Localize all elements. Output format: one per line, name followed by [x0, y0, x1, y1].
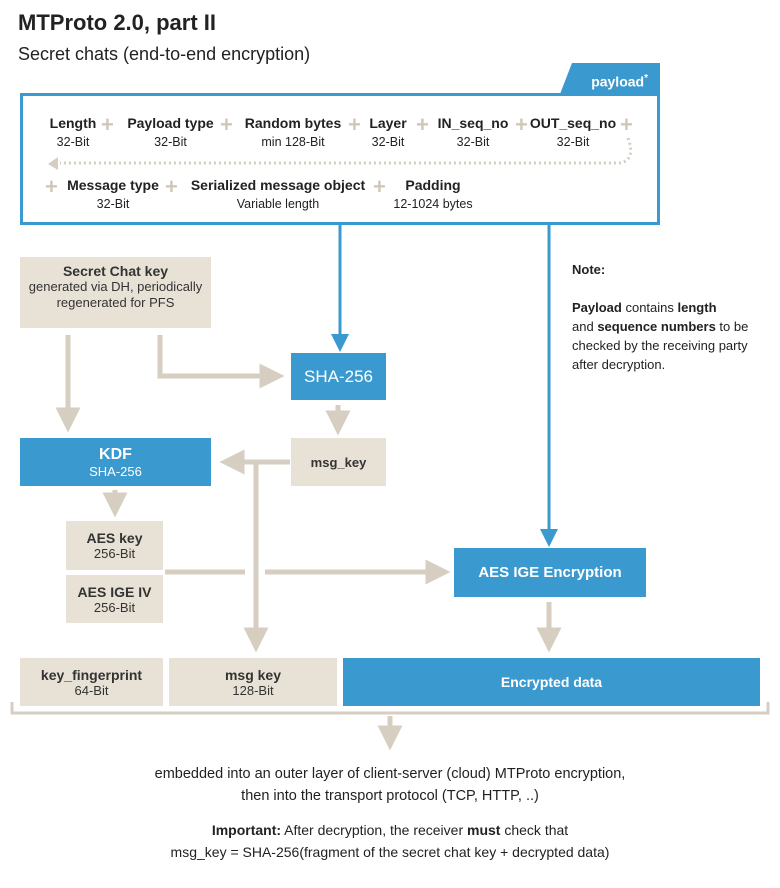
note: Note: Payload contains length and sequen…	[572, 262, 749, 372]
field-length: Length 32-Bit	[49, 115, 97, 149]
payload-box: Length 32-Bit + Payload type 32-Bit + Rand…	[20, 93, 660, 225]
footer-formula: msg_key = SHA-256(fragment of the secret…	[170, 844, 610, 860]
plus-icon: +	[348, 112, 361, 137]
aes-encryption-box: AES IGE Encryption	[454, 548, 646, 597]
aes-iv-box: AES IGE IV 256-Bit	[66, 575, 163, 623]
plus-icon: +	[45, 174, 58, 199]
aes-key-box: AES key 256-Bit	[66, 521, 163, 570]
subtitle: Secret chats (end-to-end encryption)	[18, 44, 311, 64]
field-random-bytes: Random bytes min 128-Bit	[244, 115, 342, 149]
title: MTProto 2.0, part II	[18, 10, 217, 35]
plus-icon: +	[416, 112, 429, 137]
plus-icon: +	[165, 174, 178, 199]
plus-icon: +	[101, 112, 114, 137]
plus-icon: +	[220, 112, 233, 137]
dotted-wrap-arrow	[60, 137, 633, 165]
plus-icon: +	[620, 112, 633, 137]
payload-tab: payload*	[560, 63, 660, 94]
footer-line-2: then into the transport protocol (TCP, H…	[241, 788, 539, 804]
field-message-type: Message type 32-Bit	[67, 177, 159, 211]
encrypted-data-box: Encrypted data	[343, 658, 760, 706]
field-padding: Padding 12-1024 bytes	[393, 177, 473, 211]
plus-icon: +	[373, 174, 386, 199]
blue-arrows	[331, 225, 558, 547]
sha256-box: SHA-256	[291, 353, 386, 400]
msg-key-box: msg_key	[291, 438, 386, 486]
bottom-brace	[10, 702, 770, 715]
field-out-seq-no: OUT_seq_no 32-Bit	[529, 115, 617, 149]
kdf-box: KDF SHA-256	[20, 438, 211, 486]
footer-important: Important: After decryption, the receive…	[211, 822, 569, 838]
secret-chat-key-box: Secret Chat key generated via DH, periodi…	[20, 257, 211, 328]
field-serialized-message: Serialized message object Variable length	[190, 177, 366, 211]
footer-line-1: embedded into an outer layer of client-s…	[154, 766, 626, 782]
field-layer: Layer 32-Bit	[369, 115, 407, 149]
key-fingerprint-box: key_fingerprint 64-Bit	[20, 658, 163, 706]
msg-key-bottom-box: msg key 128-Bit	[169, 658, 337, 706]
field-in-seq-no: IN_seq_no 32-Bit	[437, 115, 509, 149]
plus-icon: +	[515, 112, 528, 137]
key-to-sha-arrow	[157, 335, 285, 389]
field-payload-type: Payload type 32-Bit	[127, 115, 214, 149]
